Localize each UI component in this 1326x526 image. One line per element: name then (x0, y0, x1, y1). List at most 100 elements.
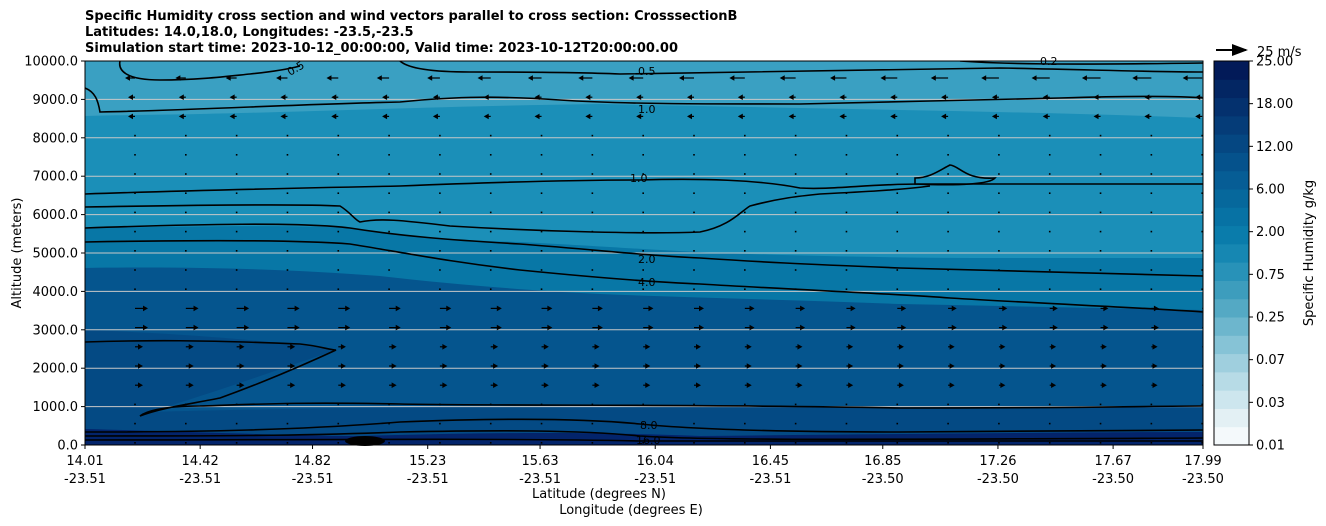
wind-vector (286, 230, 289, 233)
colorbar (1214, 61, 1249, 446)
wind-vector-head (949, 363, 955, 369)
wind-vector (845, 442, 848, 444)
wind-vector (489, 250, 492, 252)
wind-vector (744, 134, 746, 137)
wind-vector (388, 134, 390, 137)
wind-vector (794, 250, 797, 252)
wind-vector-head (951, 324, 957, 331)
wind-vector-head (1203, 344, 1208, 350)
wind-vector (896, 173, 899, 175)
wind-vector (642, 403, 644, 406)
wind-vector-head (779, 75, 785, 81)
wind-vector (1201, 173, 1203, 175)
field-top-band (85, 61, 1203, 118)
colorbar-band (1214, 317, 1249, 336)
chart-title: Specific Humidity cross section and wind… (85, 9, 737, 57)
wind-vector (134, 134, 136, 137)
contour-label: 1.0 (630, 172, 648, 185)
x-tick-label-lon: -23.51 (64, 472, 106, 487)
wind-vector (540, 192, 543, 194)
y-tick-label: 5000.0 (33, 247, 79, 262)
wind-vector (794, 173, 797, 175)
wind-vector (1150, 250, 1153, 252)
wind-vector (896, 442, 899, 444)
wind-vector-head (696, 382, 701, 388)
wind-vector-head (290, 344, 296, 350)
wind-vector-head (839, 113, 845, 120)
wind-vector (286, 192, 289, 194)
wind-vector-head (188, 382, 194, 388)
wind-vector (439, 269, 441, 271)
wind-vector (998, 269, 1000, 271)
wind-vector-head (280, 113, 286, 120)
wind-vector-head (477, 75, 483, 81)
wind-vector-head (594, 344, 600, 350)
x-tick-label-lat: 15.23 (409, 454, 446, 469)
wind-vector (845, 230, 848, 233)
wind-vector (1048, 422, 1051, 425)
wind-vector (794, 230, 797, 233)
x-axis-label-latitude: Latitude (degrees N) (532, 487, 666, 502)
wind-vector (1150, 211, 1153, 214)
wind-vector-head (138, 344, 143, 350)
contour-1.0-bump (914, 164, 997, 186)
wind-vector (591, 250, 594, 252)
title-line-2: Latitudes: 14.0,18.0, Longitudes: -23.5,… (85, 25, 414, 40)
wind-vector-head (578, 75, 584, 81)
wind-vector (693, 173, 695, 175)
wind-vector (591, 269, 594, 271)
wind-vector (744, 403, 746, 406)
x-tick-label-lon: -23.50 (1182, 472, 1224, 487)
colorbar-band (1214, 97, 1249, 117)
wind-vector-head (496, 324, 502, 331)
wind-vector (1201, 250, 1203, 252)
wind-vector-head (645, 344, 651, 350)
wind-vector-head (1093, 94, 1099, 100)
wind-vector (947, 250, 949, 252)
grid-lines (85, 98, 1203, 408)
wind-vector-head (345, 324, 351, 331)
wind-vector (1150, 288, 1153, 290)
wind-vector-head (276, 75, 282, 81)
wind-vector (1201, 269, 1203, 271)
x-axis: 14.01 -23.51 14.42 -23.51 14.82 -23.51 15.23 -2… (64, 445, 1224, 487)
wind-vector (1048, 250, 1051, 252)
wind-vector (1048, 154, 1051, 156)
x-tick-label-lat: 14.01 (66, 454, 103, 469)
wind-vector-head (1051, 344, 1057, 350)
wind-vector (185, 250, 187, 252)
y-tick-label: 0.0 (57, 439, 78, 454)
y-tick-label: 3000.0 (33, 323, 79, 338)
wind-vector (947, 442, 949, 444)
wind-vector-head (1081, 75, 1087, 81)
wind-vector (794, 442, 797, 444)
wind-vector (337, 211, 340, 214)
wind-vector-head (432, 94, 438, 100)
wind-vector (998, 442, 1000, 444)
wind-vector-head (898, 344, 904, 350)
wind-vector-head (1051, 363, 1057, 369)
wind-vector-head (543, 344, 549, 350)
y-tick-label: 2000.0 (33, 362, 79, 377)
wind-vector (896, 230, 899, 233)
wind-vector-head (699, 305, 704, 312)
wind-vector-head (848, 344, 854, 350)
wind-vector-head (800, 305, 806, 312)
wind-vector-head (830, 75, 836, 81)
wind-vector (235, 154, 238, 156)
wind-vector (235, 403, 238, 406)
wind-vector (744, 288, 746, 290)
wind-vector (185, 154, 187, 156)
y-tick-label: 8000.0 (33, 131, 79, 146)
contour-label: 16.0 (636, 434, 661, 447)
wind-vector (388, 230, 390, 233)
wind-vector (845, 269, 848, 271)
wind-vector (998, 211, 1000, 214)
wind-vector (286, 154, 289, 156)
x-tick-label-lat: 14.42 (182, 454, 219, 469)
x-tick-label-lat: 14.82 (294, 454, 331, 469)
wind-vector-head (534, 94, 540, 100)
wind-vector (1201, 134, 1203, 137)
quiver-key-label: 25 m/s (1257, 45, 1302, 60)
wind-vector (540, 250, 543, 252)
